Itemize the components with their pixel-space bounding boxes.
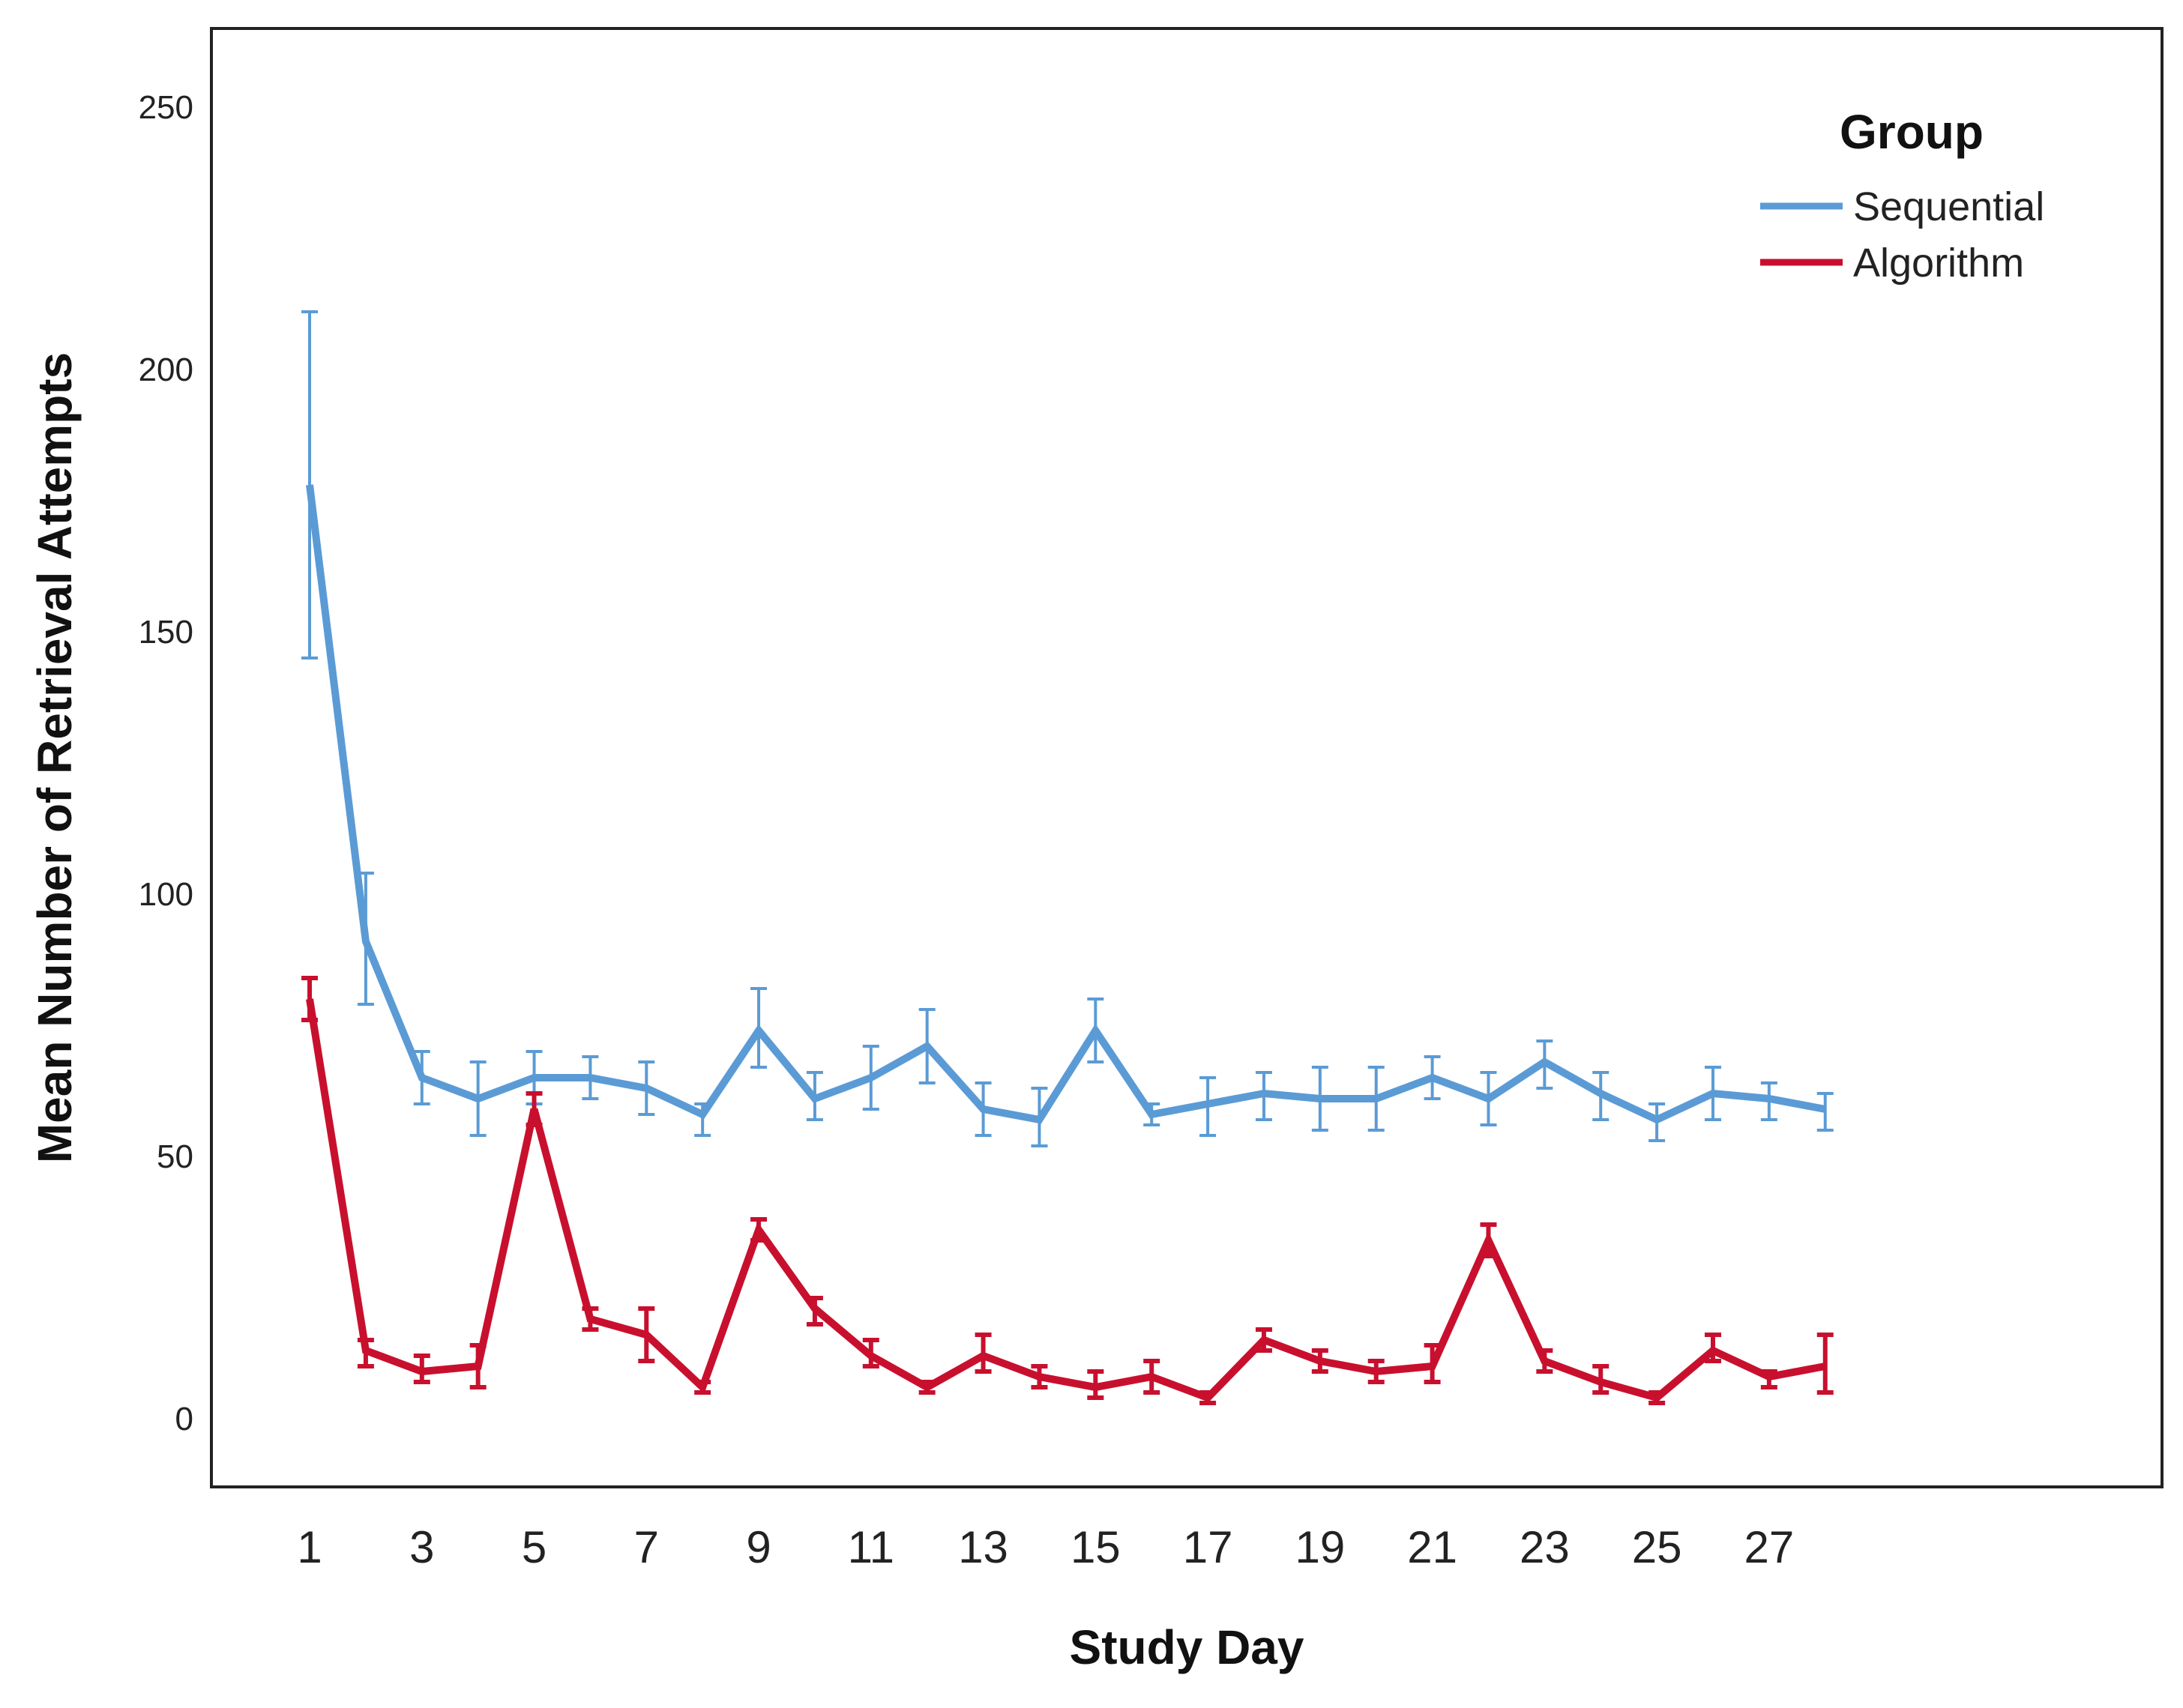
sequential-error-bar-day-28 (1816, 1092, 1834, 1132)
y-tick-label-100: 100 (139, 876, 193, 913)
legend-label-sequential: Sequential (1853, 184, 2044, 229)
x-tick-label-11: 11 (848, 1522, 894, 1572)
x-tick-label-9: 9 (746, 1522, 771, 1572)
x-tick-label-21: 21 (1407, 1522, 1457, 1572)
x-tick-label-19: 19 (1295, 1522, 1345, 1572)
x-tick-label-27: 27 (1744, 1522, 1794, 1572)
x-tick-label-5: 5 (522, 1522, 546, 1572)
series-sequential (301, 310, 1834, 1147)
y-axis-title: Mean Number of Retrieval Attempts (28, 352, 82, 1163)
legend-label-algorithm: Algorithm (1853, 241, 2024, 286)
series-algorithm (301, 976, 1834, 1405)
y-axis-ticks: 0 50 100 150 200 250 (139, 89, 193, 1437)
y-tick-label-200: 200 (139, 351, 193, 388)
x-tick-label-7: 7 (634, 1522, 659, 1572)
x-tick-label-25: 25 (1632, 1522, 1682, 1572)
y-tick-label-50: 50 (157, 1138, 193, 1175)
x-tick-label-15: 15 (1071, 1522, 1121, 1572)
x-tick-label-13: 13 (958, 1522, 1008, 1572)
series-layer (301, 310, 1834, 1405)
series-line-algorithm (306, 998, 1826, 1402)
series-line-sequential (306, 484, 1826, 1124)
y-tick-label-0: 0 (175, 1401, 193, 1437)
y-tick-label-150: 150 (139, 614, 193, 651)
legend-title: Group (1840, 105, 1984, 159)
plot-frame (210, 27, 2164, 1488)
algorithm-error-bar-day-28 (1816, 1333, 1834, 1395)
x-tick-label-3: 3 (409, 1522, 434, 1572)
x-axis-title: Study Day (1070, 1620, 1304, 1674)
x-tick-label-23: 23 (1520, 1522, 1570, 1572)
legend: Group Sequential Algorithm (1760, 105, 2044, 286)
x-tick-label-17: 17 (1183, 1522, 1233, 1572)
x-axis-ticks: 1 3 5 7 9 11 13 15 17 19 21 23 25 27 (297, 1522, 1794, 1572)
x-tick-label-1: 1 (297, 1522, 322, 1572)
y-tick-label-250: 250 (139, 89, 193, 126)
